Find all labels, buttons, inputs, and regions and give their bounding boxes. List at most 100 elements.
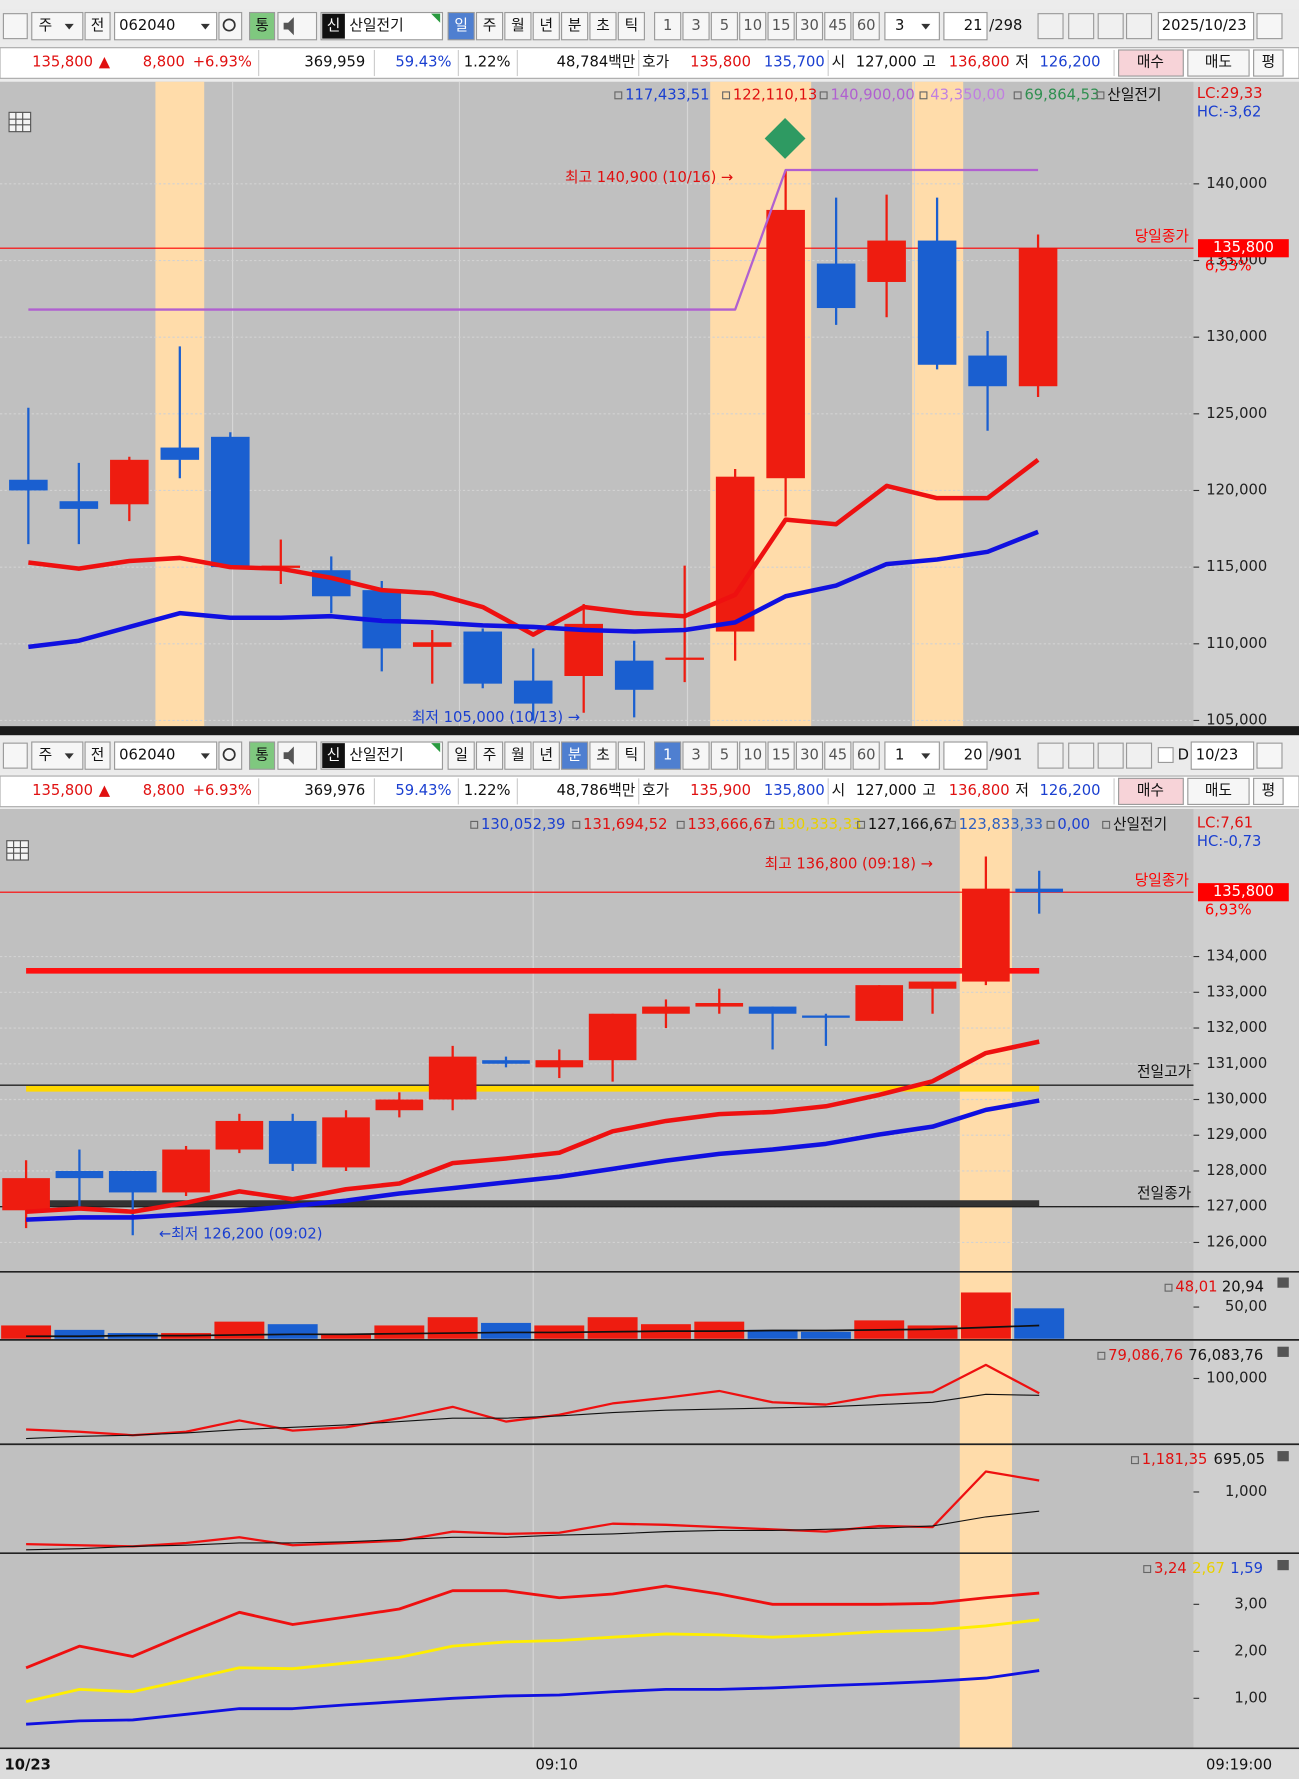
buy-label[interactable]: 매수 [1137, 53, 1164, 70]
buy-button[interactable] [1118, 777, 1184, 805]
interval-button[interactable] [824, 741, 852, 770]
interval-select[interactable] [884, 741, 940, 770]
unit-button[interactable] [504, 11, 532, 41]
avg-button[interactable] [1253, 49, 1284, 77]
period-select[interactable] [31, 11, 84, 41]
date-input[interactable] [1190, 741, 1255, 770]
search-button[interactable] [218, 741, 243, 770]
table-icon[interactable] [6, 840, 29, 861]
close-button[interactable] [1277, 1559, 1289, 1571]
unit-button[interactable] [475, 11, 504, 41]
y-tick-label: 140,000 [1206, 175, 1267, 192]
x-axis-label: 09:19:00 [1206, 1756, 1272, 1773]
interval-button[interactable] [767, 11, 795, 41]
compare-button[interactable] [84, 741, 111, 770]
period-select[interactable] [31, 741, 84, 770]
buy-label[interactable]: 매수 [1137, 782, 1164, 799]
compare-button[interactable] [84, 11, 111, 41]
unit-button[interactable] [589, 741, 617, 770]
tong-button[interactable] [249, 11, 276, 41]
unit-button[interactable] [532, 741, 560, 770]
unit-button[interactable] [532, 11, 560, 41]
sell-button[interactable] [1187, 777, 1250, 805]
quote-ask: 135,800 [690, 53, 751, 70]
interval-select[interactable] [884, 11, 940, 41]
interval-button[interactable] [767, 741, 795, 770]
legend-swatch [1143, 1565, 1152, 1574]
interval-button[interactable] [682, 741, 710, 770]
tong-button[interactable] [249, 741, 276, 770]
menu-icon[interactable] [2, 13, 28, 40]
avg-label[interactable]: 평 [1262, 53, 1276, 70]
calendar-button[interactable] [1256, 13, 1283, 40]
unit-button[interactable] [504, 741, 532, 770]
tool-icon[interactable] [1037, 13, 1064, 40]
code-input[interactable] [114, 741, 218, 770]
tool-icon[interactable] [1125, 742, 1153, 769]
candle-body [412, 642, 452, 647]
unit-button[interactable] [617, 741, 645, 770]
search-icon [222, 18, 236, 32]
volume-bar [214, 1321, 265, 1339]
tool-icon[interactable] [1037, 742, 1064, 769]
close-button[interactable] [1277, 1451, 1289, 1462]
sell-button[interactable] [1187, 49, 1250, 77]
date-input[interactable] [1157, 11, 1255, 41]
interval-button[interactable] [654, 11, 682, 41]
quote-arrow: ▲ [99, 53, 111, 70]
table-icon[interactable] [8, 111, 32, 133]
code-input[interactable] [114, 11, 218, 41]
tool-icon[interactable] [1125, 13, 1153, 40]
interval-button[interactable] [654, 741, 682, 770]
line-series [26, 1324, 1040, 1338]
avg-label[interactable]: 평 [1262, 782, 1276, 799]
unit-button[interactable] [447, 11, 475, 41]
interval-label: 15 [772, 17, 791, 34]
count-input[interactable] [943, 11, 988, 41]
count-input[interactable] [943, 741, 988, 770]
stock-name: 산일전기 [349, 17, 403, 34]
avg-button[interactable] [1253, 777, 1284, 805]
interval-button[interactable] [710, 11, 738, 41]
quote-ratio: 59.43% [395, 53, 451, 70]
interval-label: 30 [800, 747, 819, 764]
interval-button[interactable] [795, 11, 824, 41]
menu-icon[interactable] [2, 742, 28, 769]
unit-button[interactable] [475, 741, 504, 770]
d-checkbox[interactable] [1157, 747, 1174, 764]
sell-label[interactable]: 매도 [1205, 53, 1232, 70]
interval-button[interactable] [739, 11, 767, 41]
search-button[interactable] [218, 11, 243, 41]
unit-button[interactable] [617, 11, 645, 41]
interval-button[interactable] [682, 11, 710, 41]
interval-button[interactable] [739, 741, 767, 770]
line-series [26, 1470, 1040, 1548]
tool-icon[interactable] [1097, 13, 1124, 40]
unit-button[interactable] [589, 11, 617, 41]
interval-button[interactable] [710, 741, 738, 770]
unit-label: 초 [596, 17, 610, 34]
close-button[interactable] [1277, 1346, 1289, 1357]
tool-icon[interactable] [1068, 742, 1095, 769]
buy-button[interactable] [1118, 49, 1184, 77]
legend-entry: 695,05 [1213, 1451, 1265, 1468]
candle-body [162, 1149, 210, 1193]
tool-icon[interactable] [1068, 13, 1095, 40]
close-button[interactable] [1277, 1277, 1289, 1288]
interval-button[interactable] [852, 11, 880, 41]
interval-button[interactable] [795, 741, 824, 770]
tool-icon[interactable] [1097, 742, 1124, 769]
unit-button[interactable] [561, 11, 589, 41]
sell-label[interactable]: 매도 [1205, 782, 1232, 799]
calendar-button[interactable] [1256, 742, 1283, 769]
legend-swatch [1097, 1351, 1106, 1360]
y-tick-label: 115,000 [1206, 558, 1267, 575]
interval-button[interactable] [824, 11, 852, 41]
dropdown-arrow [200, 23, 210, 30]
unit-button[interactable] [561, 741, 589, 770]
interval-button[interactable] [852, 741, 880, 770]
legend-swatch [947, 820, 956, 829]
table-icon-grid [9, 112, 31, 132]
unit-button[interactable] [447, 741, 475, 770]
